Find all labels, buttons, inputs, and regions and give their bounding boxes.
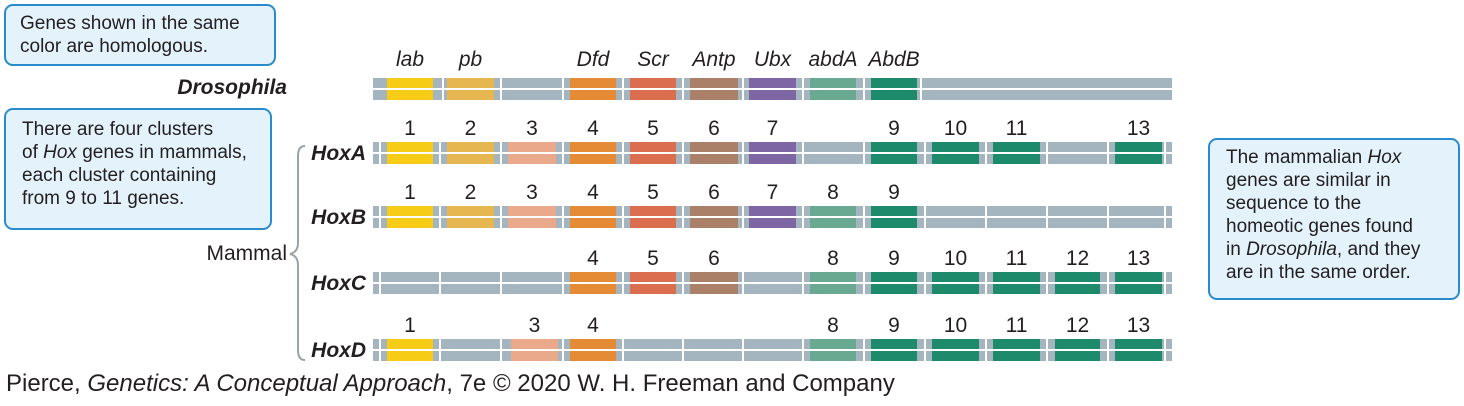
callout-clusters: There are four clusters of Hox genes in m… (4, 108, 272, 230)
drosophila-gene-label-AbdB: AbdB (866, 48, 919, 71)
hoxb-gene-number-5: 5 (647, 181, 659, 204)
callout-line: sequence to the (1226, 193, 1362, 214)
callout-line: from 9 to 11 genes. (22, 188, 185, 209)
hoxd-gene-number-4: 4 (587, 314, 599, 337)
hoxd-gene-number-13: 13 (1127, 314, 1150, 337)
callout-line: homeotic genes found (1226, 216, 1413, 237)
hoxa-gene-number-9: 9 (888, 117, 900, 140)
mammal-brace (289, 145, 306, 361)
hoxd-gene-number-8: 8 (827, 314, 839, 337)
hoxb-gene-number-3: 3 (526, 181, 538, 204)
hoxb-gene-number-7: 7 (767, 181, 779, 204)
drosophila-gene-label-Dfd: Dfd (577, 48, 611, 71)
hoxd-label: HoxD (311, 339, 366, 362)
hoxa-gene-number-3: 3 (526, 117, 538, 140)
drosophila-label: Drosophila (177, 76, 287, 99)
callout-line: in Drosophila, and they (1226, 239, 1421, 260)
figure-caption: Pierce, Genetics: A Conceptual Approach,… (6, 370, 895, 397)
callout-line: are in the same order. (1226, 262, 1411, 283)
hoxc-gene-number-9: 9 (888, 247, 900, 270)
drosophila-gene-label-Antp: Antp (690, 48, 735, 71)
hoxa-label: HoxA (311, 142, 366, 165)
hoxc-label: HoxC (311, 272, 367, 295)
callout-line: The mammalian Hox (1226, 147, 1402, 168)
hoxd-gene-number-10: 10 (944, 314, 967, 337)
gene-blocks (387, 78, 1162, 361)
hoxb-gene-number-8: 8 (827, 181, 839, 204)
callout-homologous: Genes shown in the same color are homolog… (4, 4, 276, 66)
hoxc-gene-number-5: 5 (647, 247, 659, 270)
hoxa-gene-number-7: 7 (767, 117, 779, 140)
callout-line: There are four clusters (22, 119, 214, 140)
hoxc-gene-number-11: 11 (1006, 247, 1028, 270)
hoxd-gene-number-1: 1 (404, 314, 416, 337)
hoxa-gene-number-10: 10 (944, 117, 967, 140)
hoxc-gene-number-13: 13 (1127, 247, 1150, 270)
hoxc-gene-number-8: 8 (827, 247, 839, 270)
hoxb-gene-number-6: 6 (708, 181, 720, 204)
hoxc-gene-number-6: 6 (708, 247, 720, 270)
hoxb-gene-number-4: 4 (587, 181, 599, 204)
callout-line: color are homologous. (20, 36, 208, 57)
hoxb-gene-number-1: 1 (404, 181, 416, 204)
hoxd-gene-number-11: 11 (1006, 314, 1028, 337)
drosophila-gene-label-Scr: Scr (637, 48, 670, 71)
drosophila-gene-label-abdA: abdA (808, 48, 857, 71)
hoxa-gene-number-2: 2 (465, 117, 477, 140)
callout-line: of Hox genes in mammals, (22, 142, 247, 163)
callout-mammalian: The mammalian Hox genes are similar in seq… (1208, 138, 1460, 300)
hoxa-gene-number-4: 4 (587, 117, 599, 140)
drosophila-gene-label-pb: pb (458, 48, 483, 71)
hoxc-gene-number-12: 12 (1066, 247, 1089, 270)
hoxd-gene-number-9: 9 (888, 314, 900, 337)
callout-line: each cluster containing (22, 165, 217, 186)
hoxa-gene-number-5: 5 (647, 117, 659, 140)
hoxb-label: HoxB (311, 206, 366, 229)
callout-line: genes are similar in (1226, 170, 1391, 191)
mammal-label: Mammal (206, 242, 287, 265)
hoxa-gene-number-1: 1 (404, 117, 416, 140)
drosophila-gene-label-Ubx: Ubx (754, 48, 793, 71)
hoxc-gene-number-10: 10 (944, 247, 967, 270)
hoxc-gene-number-4: 4 (587, 247, 599, 270)
hoxd-gene-number-3: 3 (529, 314, 541, 337)
drosophila-gene-label-lab: lab (396, 48, 424, 71)
hoxa-gene-number-11: 11 (1006, 117, 1028, 140)
hoxd-gene-number-12: 12 (1066, 314, 1089, 337)
hoxb-gene-number-9: 9 (888, 181, 900, 204)
callout-line: Genes shown in the same (20, 13, 240, 34)
hoxb-gene-number-2: 2 (465, 181, 477, 204)
hoxa-gene-number-6: 6 (708, 117, 720, 140)
hoxa-gene-number-13: 13 (1127, 117, 1150, 140)
